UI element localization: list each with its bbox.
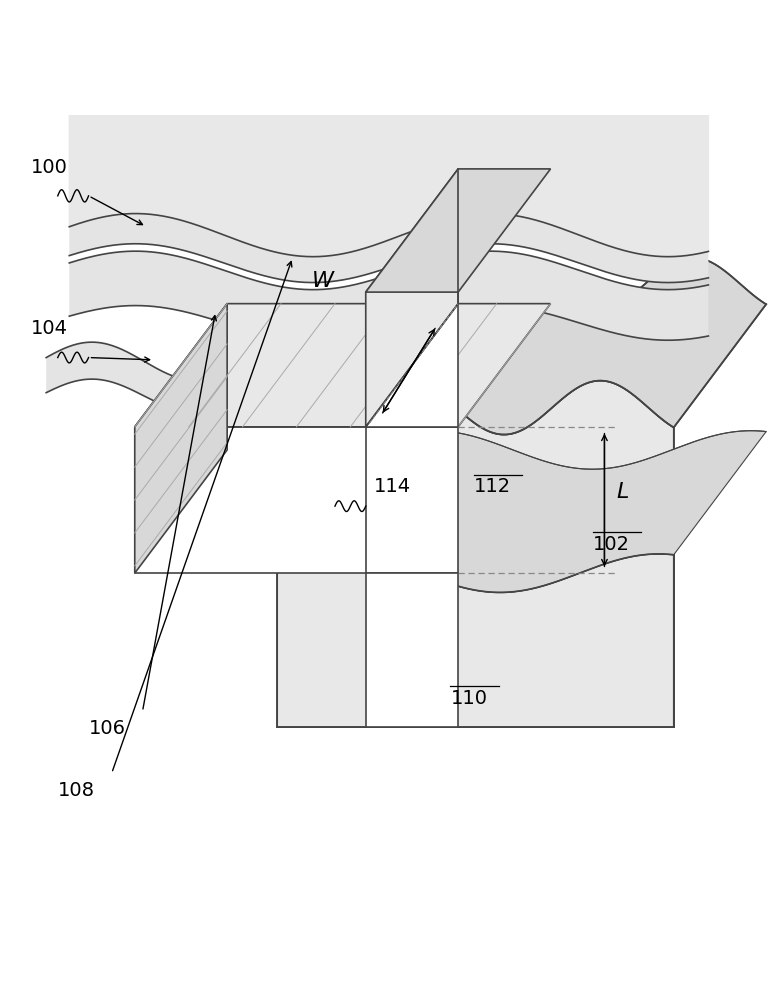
- Text: 104: 104: [31, 319, 68, 338]
- Polygon shape: [366, 381, 674, 727]
- Text: 106: 106: [89, 719, 126, 738]
- Text: 114: 114: [373, 477, 410, 496]
- Polygon shape: [277, 554, 674, 727]
- Text: 108: 108: [58, 781, 95, 800]
- Polygon shape: [135, 304, 227, 573]
- Polygon shape: [366, 292, 458, 427]
- Polygon shape: [46, 342, 308, 413]
- Polygon shape: [69, 115, 708, 257]
- Text: 102: 102: [593, 535, 630, 554]
- Text: 110: 110: [450, 689, 487, 708]
- Polygon shape: [135, 427, 458, 573]
- Polygon shape: [69, 251, 708, 340]
- Text: W: W: [312, 271, 334, 291]
- Text: 112: 112: [474, 477, 511, 496]
- Polygon shape: [366, 257, 766, 435]
- Text: 100: 100: [31, 158, 68, 177]
- Polygon shape: [366, 573, 458, 727]
- Polygon shape: [277, 431, 766, 592]
- Polygon shape: [366, 169, 458, 427]
- Polygon shape: [135, 304, 551, 427]
- Text: L: L: [616, 482, 628, 502]
- Polygon shape: [366, 169, 551, 292]
- Polygon shape: [69, 214, 708, 283]
